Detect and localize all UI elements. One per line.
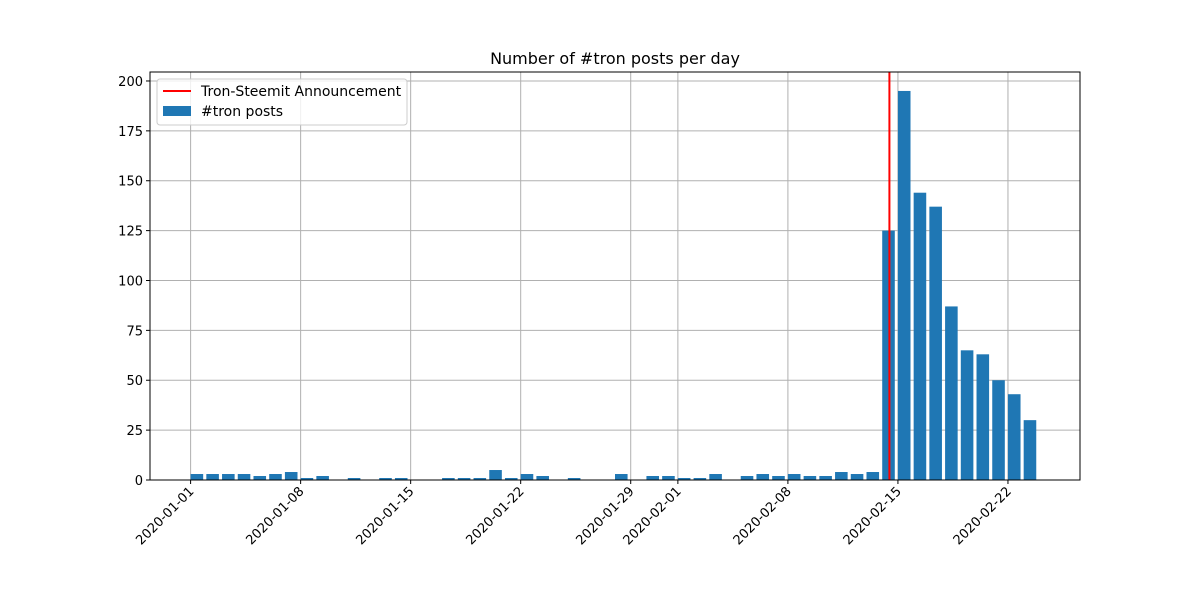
- bar: [740, 476, 754, 480]
- chart-title: Number of #tron posts per day: [490, 49, 740, 68]
- bar: [442, 478, 455, 480]
- bar: [489, 470, 502, 480]
- bar: [347, 478, 361, 480]
- bar: [819, 476, 832, 480]
- bar: [913, 192, 927, 480]
- y-tick-label: 200: [118, 75, 143, 90]
- y-tick-label: 150: [118, 175, 143, 190]
- bar: [835, 472, 848, 480]
- y-tick-label: 100: [118, 274, 143, 289]
- bar: [457, 478, 471, 480]
- y-axis: 0 25 50 75 100 125 150 175 200: [118, 75, 150, 489]
- bar: [1007, 394, 1021, 480]
- legend-label-posts: #tron posts: [201, 104, 283, 120]
- bar: [253, 476, 267, 480]
- x-axis: 2020-01-01 2020-01-08 2020-01-15 2020-01-22…: [133, 480, 1015, 548]
- bar: [284, 472, 298, 480]
- bar: [536, 476, 549, 480]
- bar: [615, 474, 628, 480]
- bar: [473, 478, 487, 480]
- legend-swatch-posts: [163, 106, 191, 116]
- bar: [945, 306, 958, 480]
- bar: [709, 474, 722, 480]
- bar: [520, 474, 534, 480]
- bar: [222, 474, 235, 480]
- x-tick-label: 2020-02-22: [951, 484, 1015, 548]
- legend-label-announcement: Tron-Steemit Announcement: [200, 84, 402, 100]
- plot-frame: [149, 71, 1081, 481]
- x-tick-label: 2020-02-15: [841, 484, 905, 548]
- x-tick-label: 2020-01-08: [243, 484, 307, 548]
- bar: [897, 90, 911, 480]
- bar: [379, 478, 392, 480]
- bar: [206, 474, 219, 480]
- bar: [850, 474, 864, 480]
- x-tick-label: 2020-01-15: [353, 484, 417, 548]
- y-tick-label: 50: [126, 374, 143, 389]
- x-tick-label: 2020-01-01: [133, 484, 197, 548]
- bar: [646, 476, 660, 480]
- bar: [662, 476, 675, 480]
- bars: [190, 90, 1037, 480]
- bar: [300, 478, 314, 480]
- bar: [960, 350, 974, 480]
- bar: [803, 476, 817, 480]
- bar: [504, 478, 518, 480]
- y-tick-label: 0: [135, 474, 143, 489]
- bar: [316, 476, 329, 480]
- bar: [772, 476, 785, 480]
- bar: [567, 478, 581, 480]
- bar: [677, 478, 691, 480]
- y-tick-label: 75: [126, 324, 143, 339]
- y-tick-label: 25: [126, 424, 143, 439]
- y-tick-label: 175: [118, 125, 143, 140]
- legend-frame: [156, 78, 408, 126]
- legend: Tron-Steemit Announcement #tron posts: [156, 78, 408, 126]
- x-tick-label: 2020-02-08: [731, 484, 795, 548]
- bar: [929, 206, 942, 480]
- bar: [190, 474, 204, 480]
- bar: [866, 472, 880, 480]
- bar: [992, 380, 1005, 480]
- bar: [756, 474, 770, 480]
- x-tick-label: 2020-01-22: [463, 484, 527, 548]
- y-tick-label: 125: [118, 225, 143, 240]
- bar: [787, 474, 801, 480]
- bar: [394, 478, 408, 480]
- bar: [976, 354, 990, 480]
- bar: [237, 474, 251, 480]
- bar: [693, 478, 707, 480]
- bar: [1023, 420, 1037, 480]
- bar: [269, 474, 282, 480]
